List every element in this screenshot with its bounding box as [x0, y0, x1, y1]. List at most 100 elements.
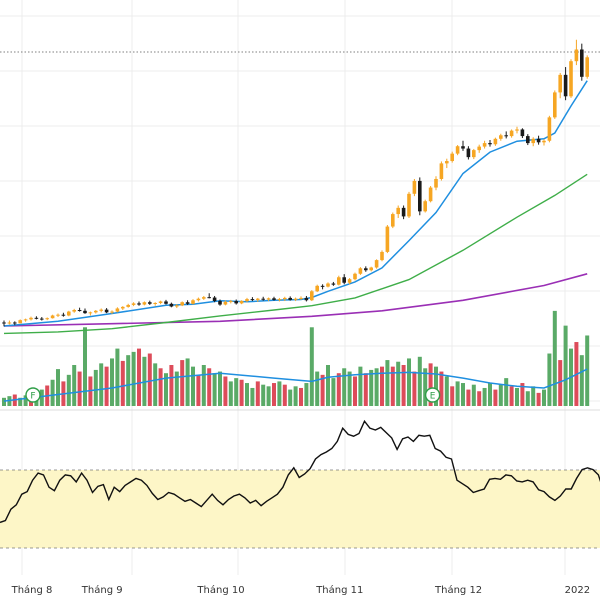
candle-body [423, 201, 427, 212]
candle-body [574, 49, 579, 62]
event-marker-label: F [30, 392, 35, 402]
volume-bar [115, 348, 120, 406]
candle-body [412, 180, 417, 194]
volume-bar [363, 373, 368, 406]
candle-body [520, 129, 525, 137]
volume-bar [396, 361, 401, 406]
candle-body [142, 302, 147, 305]
volume-bar [493, 389, 498, 406]
candle-body [153, 303, 157, 304]
candle-body [531, 138, 535, 144]
volume-bar [385, 360, 390, 406]
candle-body [515, 129, 519, 131]
volume-bar [66, 374, 71, 406]
candle-body [72, 310, 76, 312]
ma-long-line [3, 273, 588, 327]
candle-body [137, 303, 141, 305]
volume-bar [336, 373, 341, 406]
candle-body [34, 317, 39, 319]
volume-bar [245, 383, 249, 406]
candle-body [320, 285, 325, 287]
volume-bar [228, 381, 233, 406]
candle-body [509, 130, 514, 137]
volume-bar [471, 384, 476, 406]
volume-bar [482, 387, 487, 406]
candle-body [83, 310, 87, 314]
candle-body [488, 143, 492, 145]
candle-body [99, 309, 103, 311]
rsi-panel [0, 419, 600, 549]
candle-body [250, 299, 255, 301]
volume-bar [331, 378, 336, 406]
candle-body [418, 180, 422, 212]
candle-body [266, 298, 271, 300]
volume-bar [282, 384, 287, 406]
candle-body [326, 283, 330, 287]
ma-mid-line [3, 173, 588, 335]
candle-body [337, 277, 341, 285]
volume-bar [315, 371, 320, 406]
candle-body [482, 143, 487, 147]
volume-bar [234, 378, 239, 406]
candle-body [585, 57, 589, 77]
candle-body [175, 305, 179, 307]
candle-body [310, 291, 314, 301]
rsi-band [0, 470, 600, 548]
x-axis-tick-label: Tháng 11 [315, 584, 363, 596]
candle-body [61, 314, 66, 316]
candle-body [450, 153, 454, 162]
candle-body [407, 193, 411, 217]
volume-bar [358, 366, 363, 406]
candle-body [536, 138, 541, 143]
x-axis: Tháng 8 Tháng 9 Tháng 10 Tháng 11 Tháng 12 20… [11, 584, 591, 596]
volume-bar [261, 384, 266, 406]
candle-body [391, 214, 395, 227]
candle-body [542, 140, 546, 143]
volume-bar [412, 371, 417, 406]
volume-bar [239, 379, 244, 406]
volume-bar [320, 374, 325, 406]
candle-body [472, 150, 476, 158]
candle-body [234, 301, 238, 304]
volume-bar [390, 366, 395, 406]
volume-bar [158, 368, 163, 406]
volume-bar [72, 365, 77, 406]
candle-body [358, 268, 363, 274]
volume-bar [174, 371, 179, 406]
candle-body [94, 310, 98, 313]
candle-body [580, 49, 584, 77]
volume-bar [504, 378, 509, 406]
volume-bar [272, 383, 276, 406]
candle-body [191, 300, 195, 304]
candle-body [29, 317, 33, 320]
candle-body [428, 187, 433, 202]
event-marker-label: E [430, 392, 436, 402]
candle-body [45, 318, 49, 320]
volume-bar [223, 376, 228, 406]
volume-bar [201, 365, 206, 406]
candle-body [304, 297, 309, 301]
volume-bar [77, 371, 82, 406]
volume-bar [444, 376, 449, 406]
candle-body [272, 298, 276, 300]
volume-bar [304, 383, 309, 406]
candle-body [13, 322, 17, 324]
volume-bar [536, 392, 541, 406]
volume-bar [255, 381, 260, 406]
volume-bar [552, 310, 557, 406]
candle-body [256, 298, 260, 300]
candle-body [245, 299, 249, 302]
candle-body [77, 310, 82, 312]
candle-body [67, 311, 71, 316]
volume-bar [250, 387, 255, 406]
candle-body [126, 304, 130, 307]
volume-bar [196, 374, 201, 406]
volume-bar [131, 351, 136, 406]
volume-bar [93, 369, 98, 406]
volume-bar [515, 387, 519, 406]
volume-bar [488, 383, 492, 406]
candle-body [239, 301, 244, 304]
candle-body [212, 297, 217, 302]
volume-bar [126, 355, 131, 406]
x-axis-tick-label: Tháng 12 [434, 584, 482, 596]
